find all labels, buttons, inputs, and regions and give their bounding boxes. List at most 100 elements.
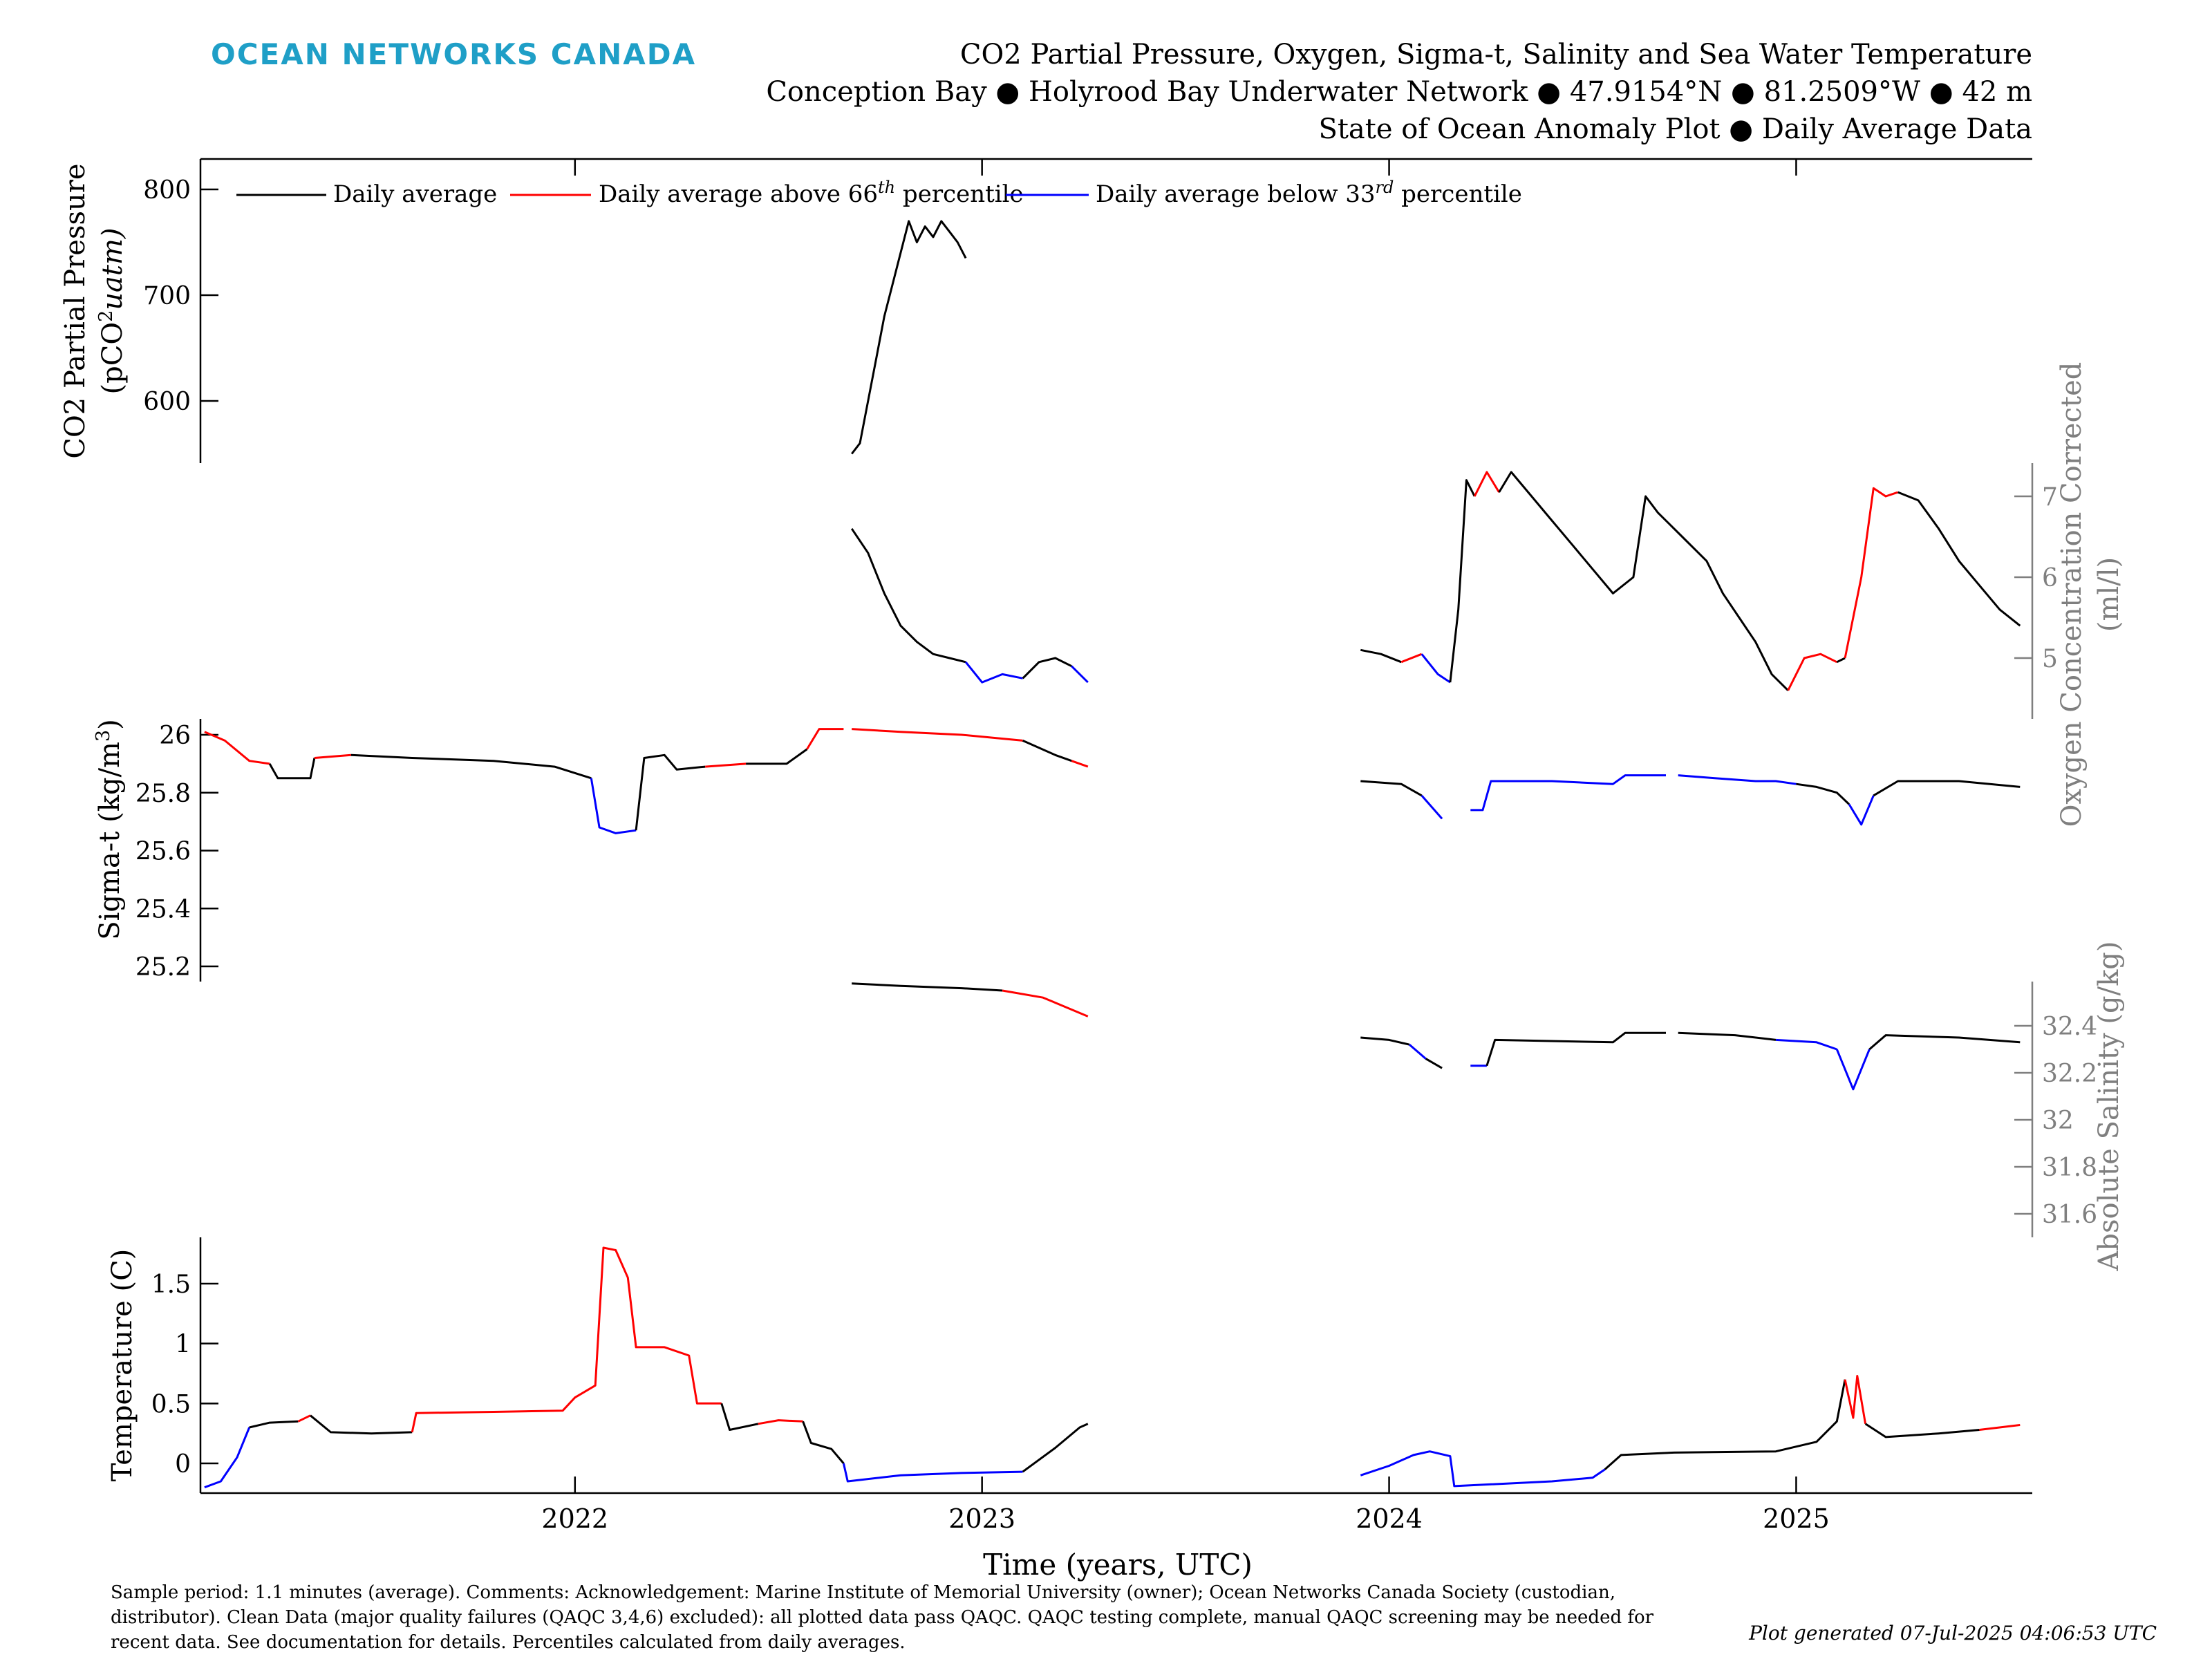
temperature-series-normal-3 (310, 1414, 413, 1435)
sigma_t-series-normal-3 (350, 753, 592, 780)
salinity-series-below-8 (1775, 1038, 1837, 1051)
oxygen-series-normal-13 (1897, 491, 2021, 627)
co2-ytick-label: 700 (143, 282, 191, 310)
salinity-series-normal-4 (1425, 1058, 1443, 1069)
salinity-series-normal-6 (1485, 1031, 1666, 1067)
salinity-ylabel: Absolute Salinity (g/kg) (2093, 941, 2125, 1271)
sigma_t-series-below-14 (1470, 774, 1666, 812)
temperature-series-above-6 (758, 1419, 803, 1425)
legend-below-label: Daily average below 33rd percentile (1096, 178, 1522, 208)
temperature-series-group (204, 1246, 2021, 1489)
x-axis-label: Time (years, UTC) (983, 1548, 1253, 1582)
salinity-ytick-label: 32.2 (2042, 1060, 2097, 1088)
sigma_t-series-below-17 (1848, 795, 1875, 826)
data-series (204, 220, 2021, 1489)
salinity-series-group (852, 982, 2021, 1091)
temperature-series-below-8 (842, 1463, 1023, 1483)
salinity-ytick-label: 32 (2042, 1107, 2074, 1135)
temperature-series-above-2 (297, 1414, 311, 1423)
oxygen-series-normal-7 (1449, 479, 1476, 683)
x-tick-label: 2023 (948, 1503, 1015, 1534)
x-tick-label: 2024 (1356, 1503, 1423, 1534)
temperature-ytick-label: 0 (175, 1450, 191, 1479)
footer-note-line-1: Sample period: 1.1 minutes (average). Co… (111, 1582, 1615, 1603)
sigma-t-ylabel: Sigma-t (kg/m3) (93, 719, 126, 940)
oxygen-series-normal-9 (1498, 471, 1789, 691)
temperature-series-above-12 (1844, 1375, 1867, 1425)
temperature-ylabel: Temperature (C) (106, 1249, 138, 1482)
salinity-series-normal-0 (852, 982, 1003, 992)
sigma_t-series-above-8 (806, 728, 844, 750)
co2-ylabel-superscript: 2 (95, 310, 117, 322)
oxygen-series-group (850, 471, 2021, 691)
temperature-series-below-0 (204, 1427, 251, 1489)
co2-series-normal-0 (851, 220, 967, 455)
oxygen-series-above-8 (1473, 471, 1500, 497)
oxygen-series-above-12 (1844, 487, 1899, 659)
salinity-ytick-label: 32.4 (2042, 1013, 2097, 1041)
salinity-ytick-label: 31.6 (2042, 1201, 2097, 1229)
sigma_t-series-normal-16 (1796, 782, 1850, 805)
oxygen-series-normal-11 (1836, 657, 1846, 664)
oxygen-series-below-1 (964, 661, 1023, 684)
oxygen-series-above-5 (1400, 653, 1423, 664)
plot-generated-timestamp: Plot generated 07-Jul-2025 04:06:53 UTC (1748, 1622, 2157, 1644)
sigma_t-ytick-label: 25.8 (135, 780, 191, 808)
plot-frame (199, 158, 2034, 1494)
sigma_t-series-above-6 (705, 762, 747, 768)
chart-title-line-1: CO2 Partial Pressure, Oxygen, Sigma-t, S… (960, 39, 2032, 71)
co2-series-group (851, 220, 967, 455)
brand-logo-text: OCEAN NETWORKS CANADA (211, 37, 696, 71)
axis-labels: CO2 Partial Pressure (pCO2uatm) Oxygen C… (59, 163, 2125, 1582)
sigma_t-series-above-2 (314, 753, 352, 759)
sigma_t-series-above-9 (852, 728, 1023, 742)
chart-title-line-2: Conception Bay ● Holyrood Bay Underwater… (766, 76, 2032, 108)
temperature-ytick-label: 0.5 (151, 1390, 191, 1418)
legend-daily-average-label: Daily average (333, 180, 497, 208)
co2-ylabel-line-2: (pCO2uatm) (95, 227, 129, 394)
sigma_t-ytick-label: 25.2 (135, 953, 191, 982)
legend: Daily average Daily average above 66th p… (236, 178, 1522, 208)
salinity-series-normal-11 (1868, 1034, 2021, 1051)
sigma_t-series-normal-10 (1022, 740, 1072, 762)
oxygen-ylabel-line-1: Oxygen Concentration Corrected (2056, 362, 2088, 827)
chart-title-line-3: State of Ocean Anomaly Plot ● Daily Aver… (1318, 113, 2032, 145)
salinity-series-below-10 (1835, 1049, 1871, 1091)
sigma_t-ytick-label: 25.4 (135, 895, 191, 924)
sigma_t-series-below-13 (1421, 794, 1443, 820)
sigma_t-series-normal-5 (635, 753, 706, 831)
sigma_t-series-above-0 (204, 731, 270, 765)
sigma_t-series-normal-18 (1873, 780, 2021, 797)
oxygen-series-normal-0 (850, 527, 966, 664)
temperature-series-above-14 (1979, 1424, 2021, 1431)
sigma_t-series-above-11 (1071, 760, 1089, 768)
temperature-series-above-4 (411, 1246, 722, 1433)
oxygen-ytick-label: 5 (2042, 645, 2058, 673)
temperature-ytick-label: 1 (175, 1331, 191, 1359)
temperature-series-normal-5 (720, 1403, 759, 1431)
oxygen-ylabel-line-2: (ml/l) (2093, 557, 2125, 632)
salinity-series-normal-2 (1360, 1036, 1410, 1046)
co2-ytick-label: 800 (143, 176, 191, 205)
temperature-series-normal-1 (249, 1420, 299, 1429)
oxygen-series-below-6 (1421, 653, 1451, 684)
oxygen-ytick-label: 6 (2042, 564, 2058, 592)
temperature-series-normal-11 (1604, 1379, 1846, 1470)
sigma_t-series-below-4 (590, 778, 637, 834)
axis-ticks: 600 700 800 5 6 7 25.2 25.4 25.6 25.8 26 31.6 31.8 32… (135, 159, 2097, 1534)
sigma_t-series-group (204, 728, 2021, 834)
co2-ytick-label: 600 (143, 388, 191, 416)
temperature-ytick-label: 1.5 (151, 1271, 191, 1299)
salinity-series-below-3 (1409, 1044, 1427, 1060)
x-tick-label: 2025 (1763, 1503, 1830, 1534)
temperature-series-below-10 (1360, 1450, 1606, 1488)
footer-note-line-3: recent data. See documentation for detai… (111, 1632, 906, 1653)
oxygen-series-normal-4 (1360, 648, 1402, 664)
oxygen-series-below-3 (1071, 665, 1089, 684)
x-tick-label: 2022 (541, 1503, 608, 1534)
sigma_t-ytick-label: 26 (159, 722, 191, 750)
oxygen-series-normal-2 (1022, 657, 1072, 679)
salinity-series-normal-7 (1678, 1031, 1777, 1041)
oxygen-ytick-label: 7 (2042, 483, 2058, 512)
